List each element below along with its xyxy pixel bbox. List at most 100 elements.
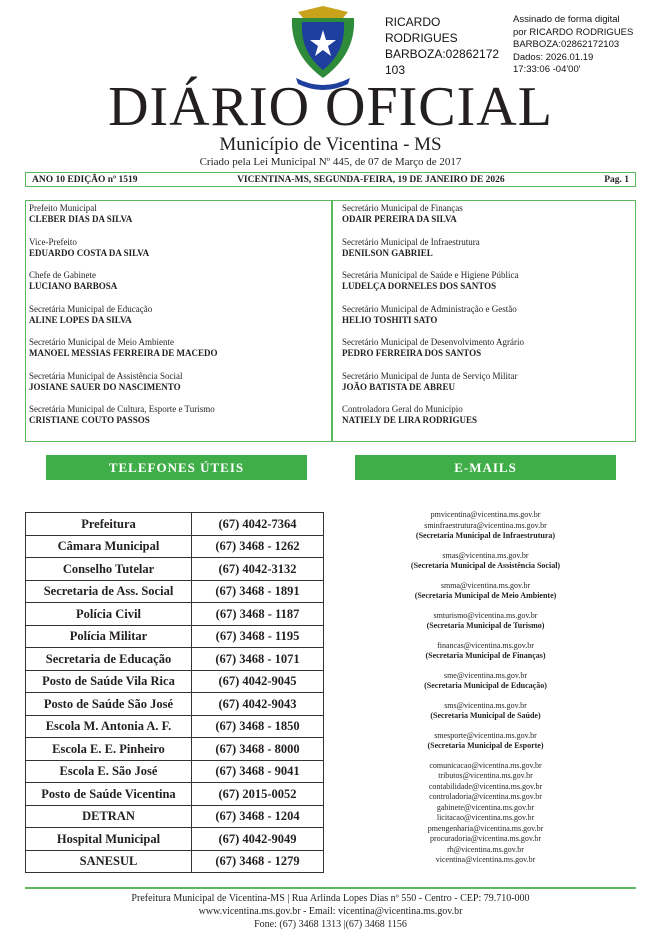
phone-number: (67) 4042-9043 <box>191 692 324 716</box>
official-entry: Secretário Municipal de Desenvolvimento … <box>342 337 632 371</box>
official-role: Secretário Municipal de Administração e … <box>342 303 517 314</box>
official-role: Secretária Municipal de Assistência Soci… <box>29 370 183 381</box>
phone-place: Posto de Saúde Vila Rica <box>25 669 192 693</box>
email-group: comunicacao@vicentina.ms.gov.br tributos@… <box>355 761 616 866</box>
official-entry: Chefe de Gabinete LUCIANO BARBOSA <box>29 270 327 304</box>
official-name: ODAIR PEREIRA DA SILVA <box>342 214 457 224</box>
phone-number: (67) 3468 - 1187 <box>191 602 324 626</box>
edition-date: VICENTINA-MS, SEGUNDA-FEIRA, 19 DE JANEI… <box>237 174 505 185</box>
official-entry: Controladora Geral do Município NATIELY D… <box>342 404 632 438</box>
official-entry: Vice-Prefeito EDUARDO COSTA DA SILVA <box>29 237 327 271</box>
table-row: DETRAN (67) 3468 - 1204 <box>25 804 324 828</box>
sig-detail: 17:33:06 -04'00' <box>513 64 581 75</box>
signature-name: RICARDO RODRIGUES BARBOZA:02862172 103 <box>385 14 509 78</box>
official-role: Secretário Municipal de Infraestrutura <box>342 236 480 247</box>
official-name: HELIO TOSHITI SATO <box>342 314 438 325</box>
official-role: Vice-Prefeito <box>29 236 77 247</box>
phone-number: (67) 3468 - 8000 <box>191 737 324 761</box>
phone-place: DETRAN <box>25 804 192 828</box>
official-entry: Secretária Municipal de Assistência Soci… <box>29 371 327 405</box>
official-name: JOSIANE SAUER DO NASCIMENTO <box>29 381 181 392</box>
phone-number: (67) 3468 - 1204 <box>191 804 324 828</box>
official-name: CRISTIANE COUTO PASSOS <box>29 415 150 425</box>
table-row: Secretaria de Ass. Social (67) 3468 - 189… <box>25 579 324 603</box>
phones-table: Prefeitura (67) 4042-7364 Câmara Municipal… <box>25 512 324 873</box>
table-row: Polícia Militar (67) 3468 - 1195 <box>25 624 324 648</box>
official-role: Prefeito Municipal <box>29 203 97 213</box>
official-name: EDUARDO COSTA DA SILVA <box>29 247 150 258</box>
sig-detail: Assinado de forma digital <box>513 14 620 25</box>
official-role: Secretário Municipal de Desenvolvimento … <box>342 337 524 347</box>
email-address: pmvicentina@vicentina.ms.gov.br <box>430 510 541 519</box>
sig-line: RICARDO <box>385 15 441 29</box>
official-entry: Secretário Municipal de Infraestrutura DE… <box>342 237 632 271</box>
phone-number: (67) 3468 - 1195 <box>191 624 324 648</box>
phone-number: (67) 3468 - 1850 <box>191 714 324 738</box>
email-group: financas@vicentina.ms.gov.br (Secretaria … <box>355 641 616 662</box>
table-row: Prefeitura (67) 4042-7364 <box>25 512 324 536</box>
sig-detail: Dados: 2026.01.19 <box>513 51 594 63</box>
phone-number: (67) 4042-9049 <box>191 827 324 851</box>
divider <box>331 201 333 441</box>
signature-details: Assinado de forma digital por RICARDO RO… <box>513 14 658 77</box>
phone-place: Posto de Saúde São José <box>25 692 192 716</box>
official-role: Secretária Municipal de Saúde e Higiene … <box>342 270 519 280</box>
email-address: vicentina@vicentina.ms.gov.br <box>435 855 536 864</box>
table-row: Posto de Saúde Vila Rica (67) 4042-9045 <box>25 669 324 693</box>
official-role: Controladora Geral do Município <box>342 404 463 414</box>
official-role: Secretário Municipal de Finanças <box>342 203 463 213</box>
phone-number: (67) 2015-0052 <box>191 782 324 806</box>
edition-bar: ANO 10 EDIÇÃO nº 1519 VICENTINA-MS, SEGU… <box>25 172 636 187</box>
sig-line: BARBOZA:02862172 <box>385 47 500 61</box>
phone-place: Posto de Saúde Vicentina <box>25 782 192 806</box>
phone-place: Escola E. E. Pinheiro <box>25 737 192 761</box>
email-address: smturismo@vicentina.ms.gov.br <box>433 610 538 620</box>
official-entry: Secretária Municipal de Educação ALINE LO… <box>29 304 327 338</box>
email-department: (Secretaria Municipal de Educação) <box>424 681 547 690</box>
email-address: sminfraestrutura@vicentina.ms.gov.br <box>424 520 547 530</box>
sig-line: 103 <box>385 63 406 77</box>
phone-number: (67) 4042-9045 <box>191 669 324 693</box>
footer-phone: Fone: (67) 3468 1313 |(67) 3468 1156 <box>254 919 407 930</box>
email-address: smas@vicentina.ms.gov.br <box>442 550 529 560</box>
official-name: DENILSON GABRIEL <box>342 247 433 258</box>
email-department: (Secretaria Municipal de Turismo) <box>426 621 545 630</box>
officials-right: Secretário Municipal de Finanças ODAIR PE… <box>342 203 632 438</box>
official-entry: Secretário Municipal de Finanças ODAIR PE… <box>342 203 632 237</box>
official-entry: Secretário Municipal de Meio Ambiente MAN… <box>29 337 327 371</box>
footer-address: Prefeitura Municipal de Vicentina-MS | R… <box>131 893 530 904</box>
email-address: contabilidade@vicentina.ms.gov.br <box>428 781 543 791</box>
email-address: procuradoria@vicentina.ms.gov.br <box>429 834 542 843</box>
table-row: Escola E. São José (67) 3468 - 9041 <box>25 759 324 783</box>
sig-detail: BARBOZA:02862172103 <box>513 39 620 50</box>
emails-section-header: E-MAILS <box>355 455 616 480</box>
table-row: Conselho Tutelar (67) 4042-3132 <box>25 557 324 581</box>
phone-number: (67) 4042-3132 <box>191 557 324 581</box>
official-role: Secretário Municipal de Junta de Serviço… <box>342 370 518 381</box>
email-group: smesporte@vicentina.ms.gov.br (Secretaria… <box>355 731 616 752</box>
phone-number: (67) 3468 - 1891 <box>191 579 324 603</box>
email-address: tributos@vicentina.ms.gov.br <box>438 771 533 780</box>
official-name: NATIELY DE LIRA RODRIGUES <box>342 415 477 425</box>
email-address: controladoria@vicentina.ms.gov.br <box>429 792 542 801</box>
sig-line: RODRIGUES <box>385 31 458 45</box>
phone-place: Conselho Tutelar <box>25 557 192 581</box>
official-entry: Secretária Municipal de Saúde e Higiene … <box>342 270 632 304</box>
page-title: DIÁRIO OFICIAL <box>108 76 553 138</box>
phones-section-header: TELEFONES ÚTEIS <box>46 455 307 480</box>
phone-place: SANESUL <box>25 849 192 873</box>
municipal-coat-of-arms-logo <box>291 6 355 90</box>
phone-place: Prefeitura <box>25 512 192 536</box>
official-role: Secretária Municipal de Cultura, Esporte… <box>29 404 215 414</box>
officials-left: Prefeito Municipal CLEBER DIAS DA SILVA Vi… <box>29 203 327 438</box>
table-row: Escola E. E. Pinheiro (67) 3468 - 8000 <box>25 737 324 761</box>
phone-place: Secretaria de Educação <box>25 647 192 671</box>
subtitle: Município de Vicentina - MS <box>219 134 442 155</box>
official-name: LUDELÇA DORNELES DOS SANTOS <box>342 281 497 291</box>
email-group: smas@vicentina.ms.gov.br (Secretaria Muni… <box>355 551 616 572</box>
email-department: (Secretaria Municipal de Infraestrutura) <box>415 531 556 540</box>
official-entry: Secretária Municipal de Cultura, Esporte… <box>29 404 327 438</box>
official-name: ALINE LOPES DA SILVA <box>29 314 132 325</box>
phone-number: (67) 3468 - 1071 <box>191 647 324 671</box>
email-address: licitacao@vicentina.ms.gov.br <box>436 813 535 822</box>
